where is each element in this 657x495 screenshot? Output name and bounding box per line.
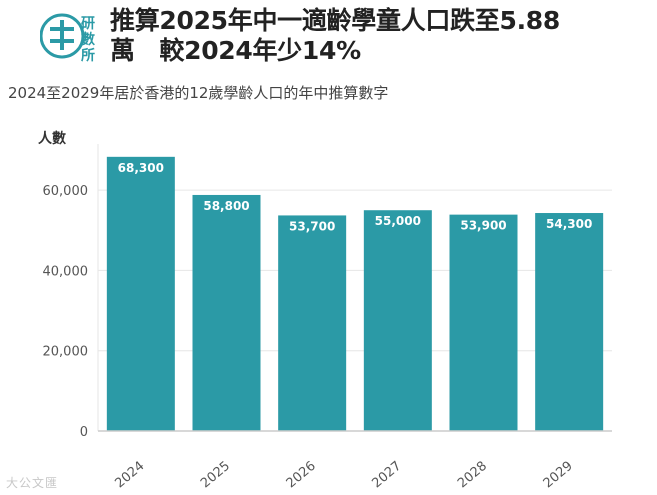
data-label: 53,700 (289, 219, 335, 233)
chart-subtitle: 2024至2029年居於香港的12歲學齡人口的年中推算數字 (8, 84, 389, 102)
x-tick-label: 2028 (455, 459, 490, 492)
bar (363, 210, 432, 431)
title-line-2: 萬 較2024年少14% (110, 36, 361, 65)
bar (106, 156, 175, 431)
bar (449, 214, 518, 431)
svg-text:所: 所 (81, 47, 95, 64)
x-tick-label: 2025 (198, 459, 233, 492)
data-label: 53,900 (460, 219, 506, 233)
y-tick-label: 20,000 (43, 345, 89, 360)
x-tick-label: 2026 (284, 459, 319, 492)
bar (192, 194, 261, 431)
y-tick-label: 40,000 (43, 264, 89, 279)
title-line-1: 推算2025年中一適齡學童人口跌至5.88 (110, 6, 560, 35)
logo-icon: 研 數 所 (40, 13, 95, 64)
x-tick-label: 2027 (369, 459, 404, 492)
y-tick-label: 0 (80, 425, 88, 440)
svg-text:數: 數 (81, 31, 95, 48)
watermark: 大公文匯 (6, 476, 59, 490)
data-label: 54,300 (546, 217, 592, 231)
y-tick-label: 60,000 (43, 184, 89, 199)
bar (535, 213, 604, 431)
x-tick-label: 2029 (541, 459, 576, 492)
data-label: 58,800 (203, 199, 249, 213)
page-title: 推算2025年中一適齡學童人口跌至5.88 萬 較2024年少14% (110, 6, 650, 66)
svg-text:研: 研 (81, 16, 95, 32)
x-tick-label: 2024 (112, 459, 147, 492)
bar (278, 215, 347, 431)
y-axis-label: 人數 (38, 131, 66, 147)
data-label: 68,300 (118, 161, 164, 175)
data-label: 55,000 (375, 214, 421, 228)
